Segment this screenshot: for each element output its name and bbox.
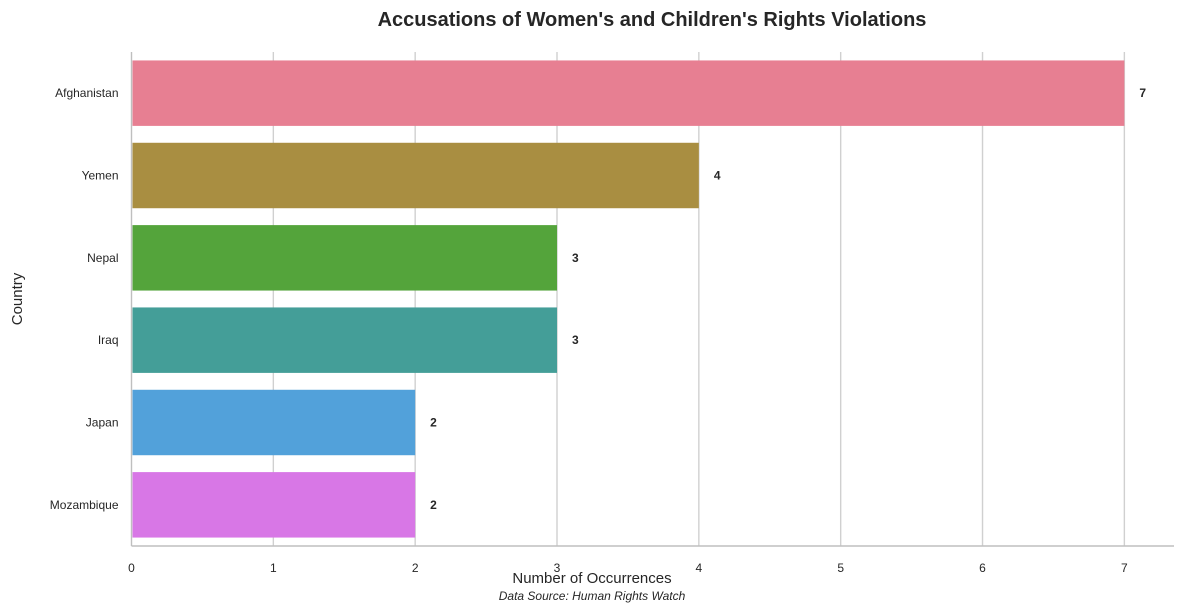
bar-iraq [132,307,558,373]
x-tick-label: 2 [412,561,419,575]
data-label-nepal: 3 [572,251,579,265]
x-tick-label: 6 [979,561,986,575]
data-labels: 7 4 3 3 2 2 [430,86,1146,512]
bar-mozambique [132,472,416,538]
y-tick-label: Afghanistan [55,86,118,100]
data-label-japan: 2 [430,416,437,430]
y-tick-label: Nepal [87,251,118,265]
bar-japan [132,389,416,456]
y-tick-label: Yemen [82,169,119,183]
x-tick-label: 4 [696,561,703,575]
data-source-note: Data Source: Human Rights Watch [499,589,686,603]
y-tick-label: Mozambique [50,498,119,512]
bar-afghanistan [132,60,1125,126]
data-label-iraq: 3 [572,333,579,347]
y-tick-label: Japan [86,416,119,430]
x-tick-label: 0 [128,561,135,575]
x-tick-label: 5 [837,561,844,575]
y-tick-labels: Afghanistan Yemen Nepal Iraq Japan Mozambique [50,86,119,512]
data-label-yemen: 4 [714,169,721,183]
bars [132,60,1125,538]
x-tick-label: 3 [554,561,561,575]
data-label-mozambique: 2 [430,498,437,512]
x-tick-label: 1 [270,561,277,575]
x-axis-label: Number of Occurrences [512,570,671,587]
bar-yemen [132,142,699,209]
y-axis-label: Country [9,272,26,325]
x-tick-label: 7 [1121,561,1128,575]
data-label-afghanistan: 7 [1139,86,1146,100]
bar-nepal [132,225,558,291]
y-tick-label: Iraq [98,333,119,347]
chart-title: Accusations of Women's and Children's Ri… [378,9,927,31]
gridlines [272,52,1126,546]
x-tick-labels: 0 1 2 3 4 5 6 7 [128,561,1128,575]
